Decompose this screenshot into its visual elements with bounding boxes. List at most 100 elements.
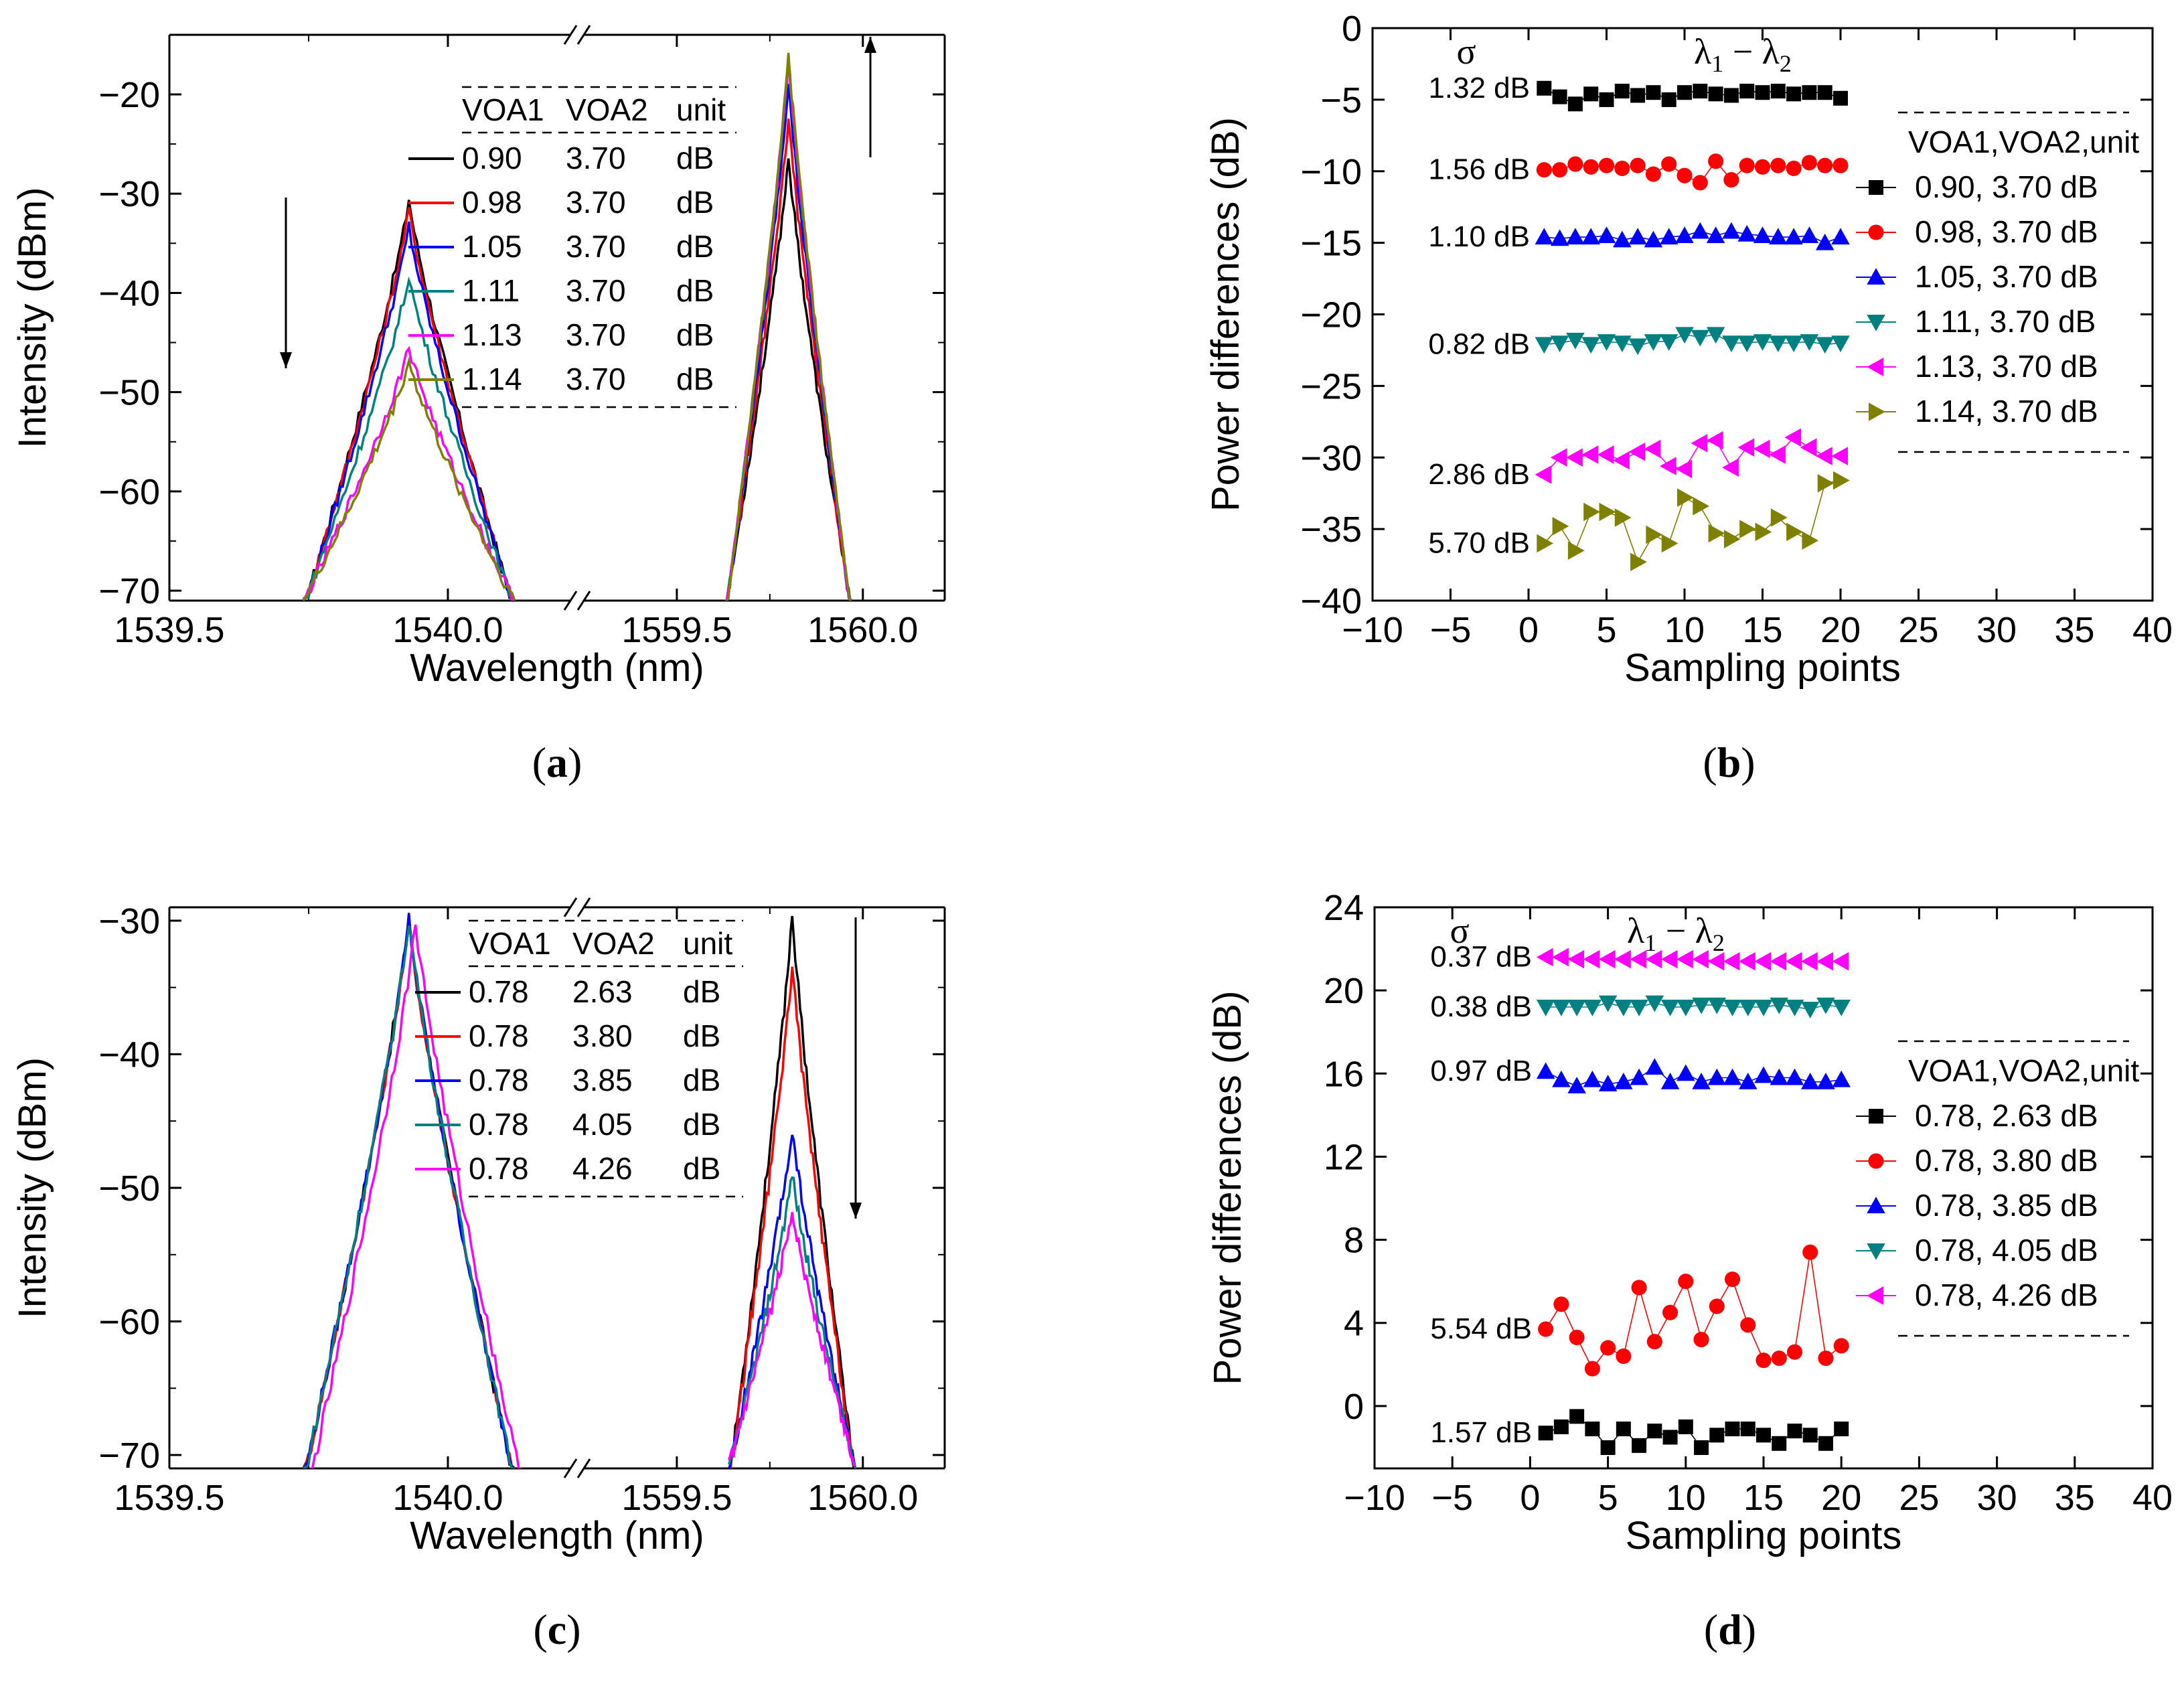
legend-voa2-2: 3.85 [572,1063,633,1097]
data-point-0-7 [1630,88,1646,103]
data-point-1-20 [1832,157,1849,173]
y-axis-title: Intensity (dBm) [11,187,54,449]
legend-header-voa1: VOA1 [469,926,551,961]
y-tick-label: −60 [98,472,160,512]
spectrum-line-2-left-peak [302,221,515,601]
data-point-5-17 [1786,522,1803,542]
sigma-value-0: 1.57 dB [1430,1416,1532,1449]
x-tick-label: −10 [1342,610,1403,650]
data-point-2-14 [1739,1072,1758,1089]
series-4 [1536,947,1849,971]
legend: VOA1 VOA2 unit 0.90 3.70 dB 0.98 3.70 dB 1.05 3.70… [408,86,736,408]
legend-header: VOA1,VOA2,unit [1908,1053,2139,1088]
y-tick-label: 4 [1344,1304,1364,1344]
data-point-1-14 [1740,1317,1756,1333]
legend-marker-5 [1869,402,1885,421]
x-tick-label: 0 [1518,610,1539,650]
legend-header-unit: unit [683,926,732,961]
spectrum-line-3-left-peak [302,276,515,601]
data-point-5-1 [1537,534,1554,553]
axis-break-mark [576,25,591,45]
x-tick-label: 15 [1743,1478,1784,1518]
data-point-1-3 [1569,1329,1585,1346]
data-point-0-12 [1709,1428,1725,1443]
legend-label-2: 0.78, 3.85 dB [1915,1188,2098,1223]
data-point-3-15 [1754,999,1773,1016]
sigma-value-2: 1.10 dB [1428,220,1530,253]
y-tick-label: 0 [1344,1387,1364,1427]
x-tick-label: 1539.5 [114,1478,224,1518]
data-point-3-20 [1831,335,1850,352]
sigma-value-4: 2.86 dB [1428,458,1530,491]
data-point-0-20 [1833,90,1848,106]
y-tick-label: −40 [98,273,160,313]
data-point-4-11 [1691,434,1708,453]
legend-label-4: 1.13, 3.70 dB [1915,349,2098,384]
y-tick-label: −50 [98,373,160,413]
series-5 [1537,471,1850,572]
y-tick-label: −30 [1300,438,1362,478]
data-point-5-18 [1802,531,1819,550]
data-point-2-17 [1785,1068,1804,1085]
data-point-2-16 [1770,1068,1788,1085]
data-point-0-17 [1787,1424,1802,1439]
y-axis-title: Intensity (dBm) [11,1057,54,1318]
panel-label: (c) [533,1606,580,1653]
series-2 [1535,222,1850,250]
axis-break-mark [563,897,578,917]
data-point-4-13 [1723,951,1740,971]
data-point-1-9 [1661,156,1677,172]
data-point-5-12 [1708,524,1725,543]
data-point-1-12 [1708,153,1724,169]
axis-break-mark [563,25,578,45]
data-point-3-7 [1628,338,1647,356]
legend-unit-4: dB [683,1151,720,1186]
x-tick-label: 25 [1899,1478,1939,1518]
data-point-1-10 [1676,167,1693,183]
y-tick-label: −5 [1320,80,1362,121]
data-point-1-17 [1786,1344,1803,1360]
data-point-5-11 [1693,497,1710,516]
data-point-0-5 [1600,1440,1616,1455]
data-point-1-5 [1600,1340,1616,1356]
data-point-0-19 [1818,1436,1833,1451]
spectrum-line-3-right-peak [725,58,852,601]
data-point-3-6 [1613,335,1632,352]
data-point-5-16 [1770,508,1788,527]
data-point-0-6 [1614,84,1630,99]
x-tick-label: 1560.0 [807,1478,918,1518]
legend-marker-1 [1868,224,1884,240]
x-tick-label: 1540.0 [392,610,503,650]
data-point-4-5 [1598,949,1616,969]
y-tick-label: −20 [1300,295,1362,335]
data-point-2-13 [1722,222,1741,239]
data-point-1-11 [1693,1332,1709,1348]
data-point-4-12 [1706,431,1723,450]
data-point-1-6 [1616,1348,1632,1364]
data-point-2-13 [1723,1068,1742,1085]
data-point-0-4 [1583,86,1599,102]
data-point-0-9 [1661,92,1676,107]
data-point-3-10 [1675,327,1694,344]
legend: VOA1,VOA2,unit 0.90, 3.70 dB 0.98, 3.70 dB… [1856,111,2139,453]
series-0 [1537,80,1848,112]
legend-unit-0: dB [683,974,720,1009]
legend-label-0: 0.78, 2.63 dB [1915,1098,2098,1133]
spectrum-line-5-left-peak [302,356,516,601]
y-tick-label: −20 [98,75,160,115]
chart-title: λ1 − λ2 [1694,31,1792,77]
legend: VOA1,VOA2,unit 0.78, 2.63 dB 0.78, 3.80 dB… [1856,1040,2139,1337]
data-point-3-13 [1723,999,1742,1016]
data-point-1-12 [1709,1298,1725,1314]
y-tick-label: −70 [98,571,160,611]
series-1 [1536,153,1849,191]
chart-title: λ1 − λ2 [1627,911,1725,956]
data-point-3-2 [1550,335,1569,352]
data-point-0-2 [1553,1419,1569,1434]
data-point-2-2 [1550,229,1569,246]
spectrum-line-0-right-peak [725,158,852,601]
data-point-3-10 [1676,999,1695,1016]
data-point-5-4 [1583,502,1600,522]
data-point-2-19 [1816,1072,1835,1089]
